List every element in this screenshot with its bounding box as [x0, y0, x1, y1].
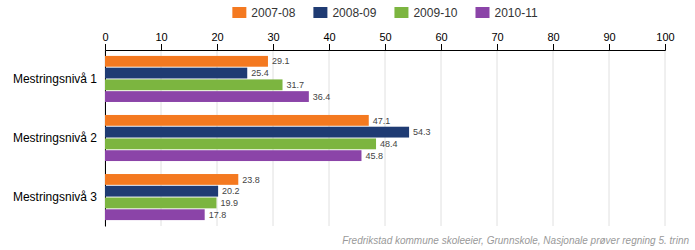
x-tick-label: 10: [155, 31, 167, 43]
data-label: 31.7: [287, 80, 305, 90]
grid-line: [553, 50, 554, 226]
grid-line: [273, 50, 274, 226]
x-tick-label: 90: [603, 31, 615, 43]
x-tick-mark: [609, 44, 610, 50]
grid-line: [665, 50, 666, 226]
x-tick-label: 100: [656, 31, 674, 43]
grid-line: [329, 50, 330, 226]
bar: [105, 186, 218, 197]
x-tick: 20: [211, 31, 223, 50]
x-tick-label: 30: [267, 31, 279, 43]
bar: [105, 115, 369, 126]
x-tick-mark: [497, 44, 498, 50]
x-tick: 60: [435, 31, 447, 50]
x-tick: 30: [267, 31, 279, 50]
footnote: Fredrikstad kommune skoleeier, Grunnskol…: [342, 235, 689, 246]
x-tick: 90: [603, 31, 615, 50]
x-tick-mark: [665, 44, 666, 50]
legend-item: 2008-09: [313, 6, 376, 20]
data-labels: 29.1 47.1 23.8 25.4 54.3 20.2 31.7 48.4 19.9 36.4…: [209, 56, 431, 219]
x-tick-label: 50: [379, 31, 391, 43]
annotations: Fredrikstad kommune skoleeier, Grunnskol…: [342, 235, 689, 246]
data-label: 17.8: [209, 210, 227, 220]
x-axis: 0 10 20 30 40 50 60 70 80 90 100: [102, 31, 674, 51]
data-label: 36.4: [313, 92, 331, 102]
x-tick-mark: [441, 44, 442, 50]
x-tick-mark: [273, 44, 274, 50]
legend-label: 2008-09: [332, 6, 376, 20]
legend-swatch: [313, 7, 327, 18]
x-tick: 10: [155, 31, 167, 50]
data-label: 54.3: [413, 127, 431, 137]
legend-swatch: [394, 7, 408, 18]
grid-line: [609, 50, 610, 226]
legend: 2007-08 2008-09 2009-10 2010-11: [232, 6, 538, 20]
y-tick: Mestringsnivå 3: [13, 190, 105, 204]
data-label: 45.8: [365, 151, 383, 161]
grid-line: [497, 50, 498, 226]
data-label: 23.8: [242, 175, 260, 185]
x-tick-label: 60: [435, 31, 447, 43]
x-tick: 70: [491, 31, 503, 50]
legend-swatch: [232, 7, 246, 18]
bars: [105, 56, 409, 220]
data-label: 29.1: [272, 56, 290, 66]
legend-item: 2009-10: [394, 6, 457, 20]
bar: [105, 127, 409, 138]
chart: 0102030405060708090100Mestringsnivå 1Mes…: [0, 0, 695, 250]
bar: [105, 209, 205, 220]
x-tick-label: 0: [102, 31, 108, 43]
x-axis-line: [106, 44, 666, 51]
legend-label: 2010-11: [494, 6, 537, 20]
x-tick: 100: [656, 31, 674, 50]
bar: [105, 68, 247, 79]
x-tick-label: 80: [547, 31, 559, 43]
bar: [105, 150, 361, 161]
x-tick: 0: [102, 31, 108, 50]
x-tick-mark: [217, 44, 218, 50]
y-tick: Mestringsnivå 1: [13, 72, 105, 86]
x-tick-mark: [385, 44, 386, 50]
bar: [105, 138, 376, 149]
x-tick-mark: [329, 44, 330, 50]
legend-swatch: [475, 7, 489, 18]
y-tick-label: Mestringsnivå 2: [13, 131, 97, 145]
x-tick: 80: [547, 31, 559, 50]
y-tick: Mestringsnivå 2: [13, 131, 105, 145]
bar: [105, 56, 268, 67]
y-axis: Mestringsnivå 1 Mestringsnivå 2 Mestringsn…: [13, 51, 106, 227]
data-label: 47.1: [373, 116, 391, 126]
bar: [105, 91, 309, 102]
data-label: 25.4: [251, 68, 269, 78]
data-label: 48.4: [380, 139, 398, 149]
bar: [105, 174, 238, 185]
x-tick-mark: [161, 44, 162, 50]
data-label: 19.9: [220, 198, 238, 208]
plot-area: 0102030405060708090100Mestringsnivå 1Mes…: [13, 31, 675, 227]
data-label: 20.2: [222, 186, 240, 196]
x-tick-mark: [553, 44, 554, 50]
x-tick: 50: [379, 31, 391, 50]
y-tick-label: Mestringsnivå 3: [13, 190, 97, 204]
bar: [105, 198, 216, 209]
bar: [105, 79, 283, 90]
x-tick: 40: [323, 31, 335, 50]
y-tick-label: Mestringsnivå 1: [13, 72, 97, 86]
grid-line: [385, 50, 386, 226]
legend-item: 2007-08: [232, 6, 295, 20]
grid: [105, 50, 665, 226]
grid-line: [441, 50, 442, 226]
x-tick-mark: [105, 44, 106, 50]
x-tick-label: 20: [211, 31, 223, 43]
legend-label: 2007-08: [251, 6, 295, 20]
x-tick-label: 40: [323, 31, 335, 43]
legend-item: 2010-11: [475, 6, 537, 20]
x-tick-label: 70: [491, 31, 503, 43]
legend-label: 2009-10: [413, 6, 457, 20]
